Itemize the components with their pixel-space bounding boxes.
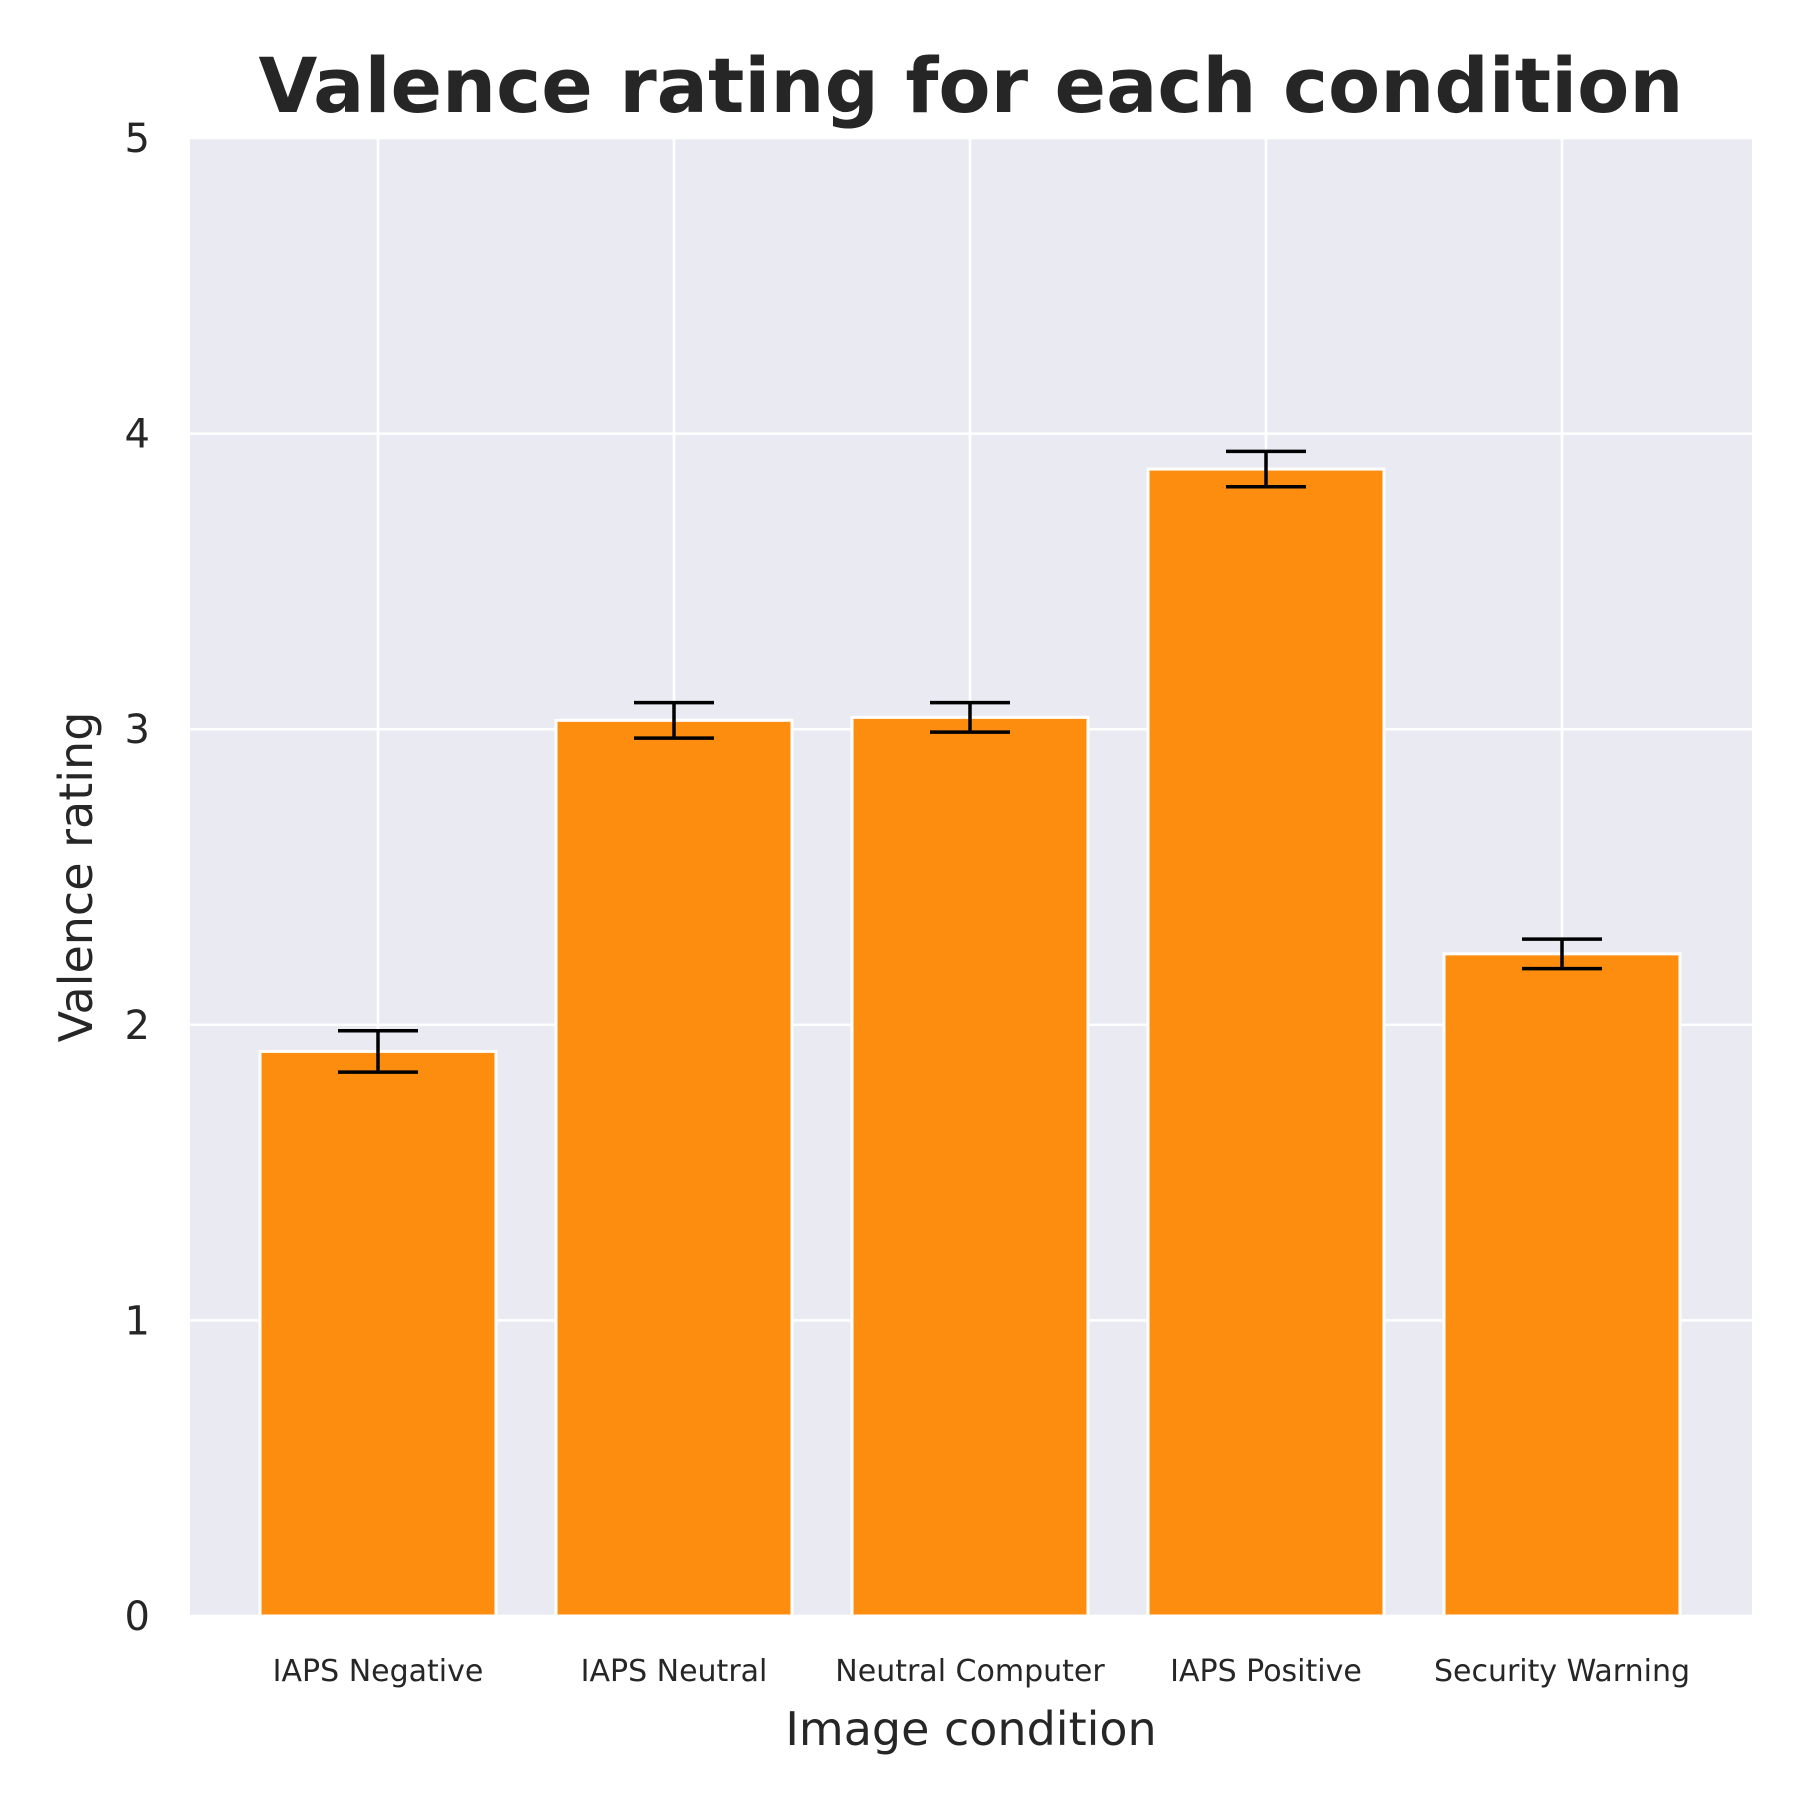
chart-title: Valence rating for each condition [259, 41, 1684, 130]
bar [1442, 952, 1682, 1618]
y-tick-label: 2 [125, 1003, 150, 1049]
x-axis-label: Image condition [785, 1702, 1156, 1756]
x-tick-label: Security Warning [1434, 1654, 1690, 1689]
x-tick-label: IAPS Neutral [581, 1654, 768, 1689]
y-tick-label: 3 [125, 707, 150, 753]
y-tick-label: 4 [125, 412, 150, 458]
bar [850, 715, 1090, 1618]
y-tick-label: 5 [125, 116, 150, 162]
bars [258, 467, 1682, 1618]
y-tick-label: 0 [125, 1594, 150, 1640]
bar [258, 1049, 498, 1618]
x-tick-labels: IAPS Negative IAPS Neutral Neutral Compute… [273, 1654, 1690, 1689]
bar [554, 718, 794, 1618]
y-tick-label: 1 [125, 1298, 150, 1344]
y-axis-label: Valence rating [49, 712, 103, 1043]
y-tick-labels: 0 1 2 3 4 5 [125, 116, 150, 1640]
x-tick-label: IAPS Positive [1170, 1654, 1362, 1689]
x-tick-label: Neutral Computer [835, 1654, 1105, 1689]
x-tick-label: IAPS Negative [273, 1654, 484, 1689]
error-bars [338, 449, 1602, 1074]
bar [1146, 467, 1386, 1618]
